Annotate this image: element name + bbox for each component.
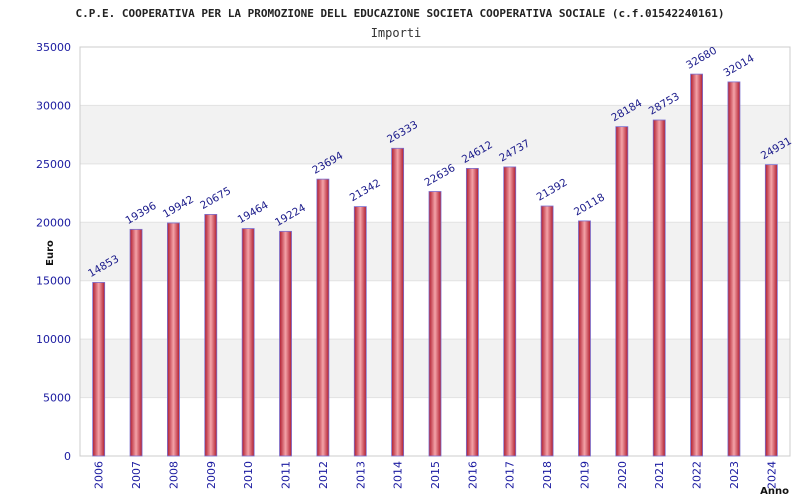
x-tick-label: 2022 bbox=[691, 461, 704, 489]
x-axis-label: Anno bbox=[760, 486, 789, 497]
bar-2007 bbox=[129, 228, 143, 457]
x-tick-label: 2006 bbox=[93, 461, 106, 489]
bar-2009 bbox=[204, 213, 218, 457]
x-tick-label: 2009 bbox=[205, 461, 218, 489]
x-tick-label: 2015 bbox=[429, 461, 442, 489]
x-tick-label: 2018 bbox=[541, 461, 554, 489]
data-label: 19942 bbox=[161, 193, 196, 220]
y-tick-label: 15000 bbox=[36, 275, 71, 288]
y-tick-label: 10000 bbox=[36, 333, 71, 346]
y-tick-label: 0 bbox=[64, 450, 71, 463]
x-tick-labels: 2006 2007 2008 2009 2010 2011 2012 2013 2014 2015… bbox=[93, 461, 779, 489]
x-tick-label: 2012 bbox=[317, 461, 330, 489]
bar-2017 bbox=[503, 166, 517, 457]
data-label: 32680 bbox=[684, 45, 719, 72]
bar-2024 bbox=[764, 164, 778, 457]
bar-2015 bbox=[428, 191, 442, 457]
y-axis-label: Euro bbox=[45, 240, 56, 266]
data-label: 20118 bbox=[572, 191, 607, 218]
bar-2013 bbox=[353, 206, 367, 457]
x-tick-label: 2019 bbox=[578, 461, 591, 489]
bar-2020 bbox=[615, 126, 629, 457]
y-tick-label: 25000 bbox=[36, 158, 71, 171]
y-tick-label: 30000 bbox=[36, 99, 71, 112]
data-label: 20675 bbox=[198, 185, 233, 212]
y-tick-label: 35000 bbox=[36, 41, 71, 54]
data-label: 21342 bbox=[348, 177, 383, 204]
y-tick-label: 5000 bbox=[43, 392, 71, 405]
bar-2014 bbox=[391, 147, 405, 457]
bar-2008 bbox=[167, 222, 180, 457]
grid-band bbox=[80, 105, 790, 164]
bar-2019 bbox=[578, 220, 591, 457]
bar-2021 bbox=[652, 119, 666, 457]
x-tick-label: 2023 bbox=[728, 461, 741, 489]
bar-2011 bbox=[279, 230, 292, 457]
x-tick-label: 2011 bbox=[280, 461, 293, 489]
data-label: 32014 bbox=[721, 52, 756, 79]
x-tick-label: 2021 bbox=[653, 461, 666, 489]
bar-2022 bbox=[690, 73, 703, 457]
data-label: 21392 bbox=[535, 177, 570, 204]
y-tick-labels: 0 5000 10000 15000 20000 25000 30000 35000 bbox=[36, 41, 71, 463]
x-tick-label: 2007 bbox=[130, 461, 143, 489]
y-tick-label: 20000 bbox=[36, 216, 71, 229]
x-tick-label: 2010 bbox=[242, 461, 255, 489]
chart-subtitle: Importi bbox=[371, 26, 422, 40]
bar-2023 bbox=[727, 81, 741, 457]
bar-2016 bbox=[465, 167, 479, 457]
bars bbox=[92, 73, 778, 457]
bar-2010 bbox=[241, 228, 255, 457]
chart-title: C.P.E. COOPERATIVA PER LA PROMOZIONE DEL… bbox=[75, 7, 724, 20]
x-tick-label: 2024 bbox=[765, 461, 778, 489]
x-tick-label: 2020 bbox=[616, 461, 629, 489]
x-tick-label: 2013 bbox=[354, 461, 367, 489]
bar-2018 bbox=[540, 205, 554, 457]
bar-2006 bbox=[92, 282, 106, 457]
x-tick-label: 2016 bbox=[466, 461, 479, 489]
x-tick-label: 2017 bbox=[504, 461, 517, 489]
x-tick-label: 2008 bbox=[167, 461, 180, 489]
data-label: 22636 bbox=[423, 162, 458, 189]
bar-2012 bbox=[316, 178, 330, 457]
x-tick-label: 2014 bbox=[392, 461, 405, 489]
